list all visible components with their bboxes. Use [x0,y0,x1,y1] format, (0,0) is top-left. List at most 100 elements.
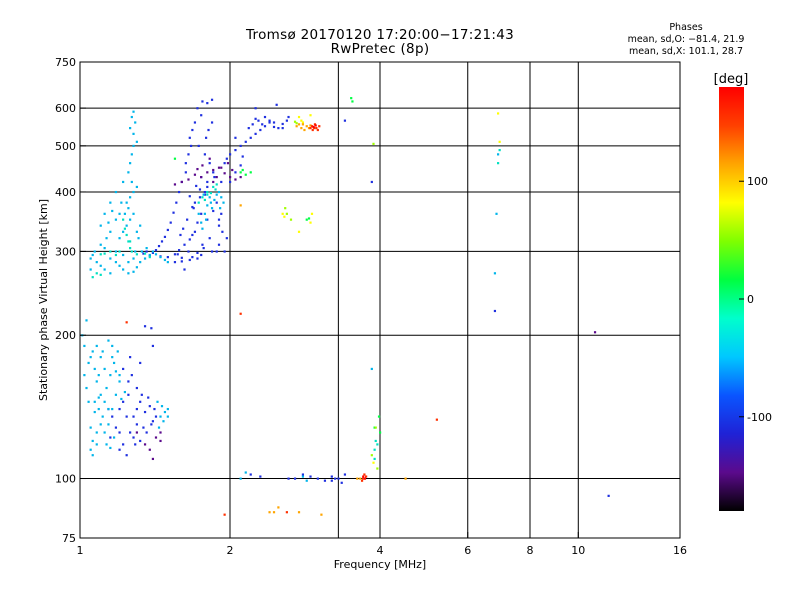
data-point [186,218,189,221]
data-point [135,140,138,143]
data-point [225,157,228,160]
data-point [493,272,497,275]
data-point [159,431,162,434]
data-point [145,431,148,434]
data-point [373,457,376,461]
data-point [143,325,147,328]
y-tick-label: 750 [55,56,76,69]
data-point [217,243,221,246]
data-point [351,100,354,103]
data-point [111,209,114,213]
x-tick-label: 4 [377,544,384,557]
data-point [212,185,215,189]
data-point [374,426,377,429]
data-point [229,175,232,179]
data-point [287,477,290,480]
data-point [183,243,186,246]
data-point [129,247,132,250]
y-tick-label: 200 [55,329,76,342]
data-point [362,477,365,480]
data-point [334,477,337,480]
data-point [129,162,132,165]
data-point [103,431,106,434]
data-point [105,386,108,390]
grid-lines [80,62,680,538]
data-point [143,443,147,446]
data-point [203,193,206,196]
data-point [210,98,214,101]
data-point [307,127,311,130]
data-point [148,256,151,259]
data-point [257,119,260,122]
x-tick-label: 1 [77,544,84,557]
data-point [310,212,314,215]
data-point [301,475,305,478]
data-point [435,418,438,421]
data-point [145,250,148,253]
data-point [309,475,312,478]
data-point [114,393,118,396]
data-point [135,266,138,269]
data-point [217,218,221,221]
data-point [343,119,347,122]
x-axis-ticks: 1 2 4 6 8 10 16 [77,532,687,557]
data-point [159,439,162,443]
data-point [359,477,362,480]
data-point [127,171,130,174]
data-point [213,175,216,179]
data-point [107,423,110,426]
data-point [134,121,137,124]
data-point [159,256,162,259]
data-point [109,446,112,450]
data-point [103,252,106,255]
data-point [200,253,203,257]
data-point [206,171,209,174]
data-point [120,201,123,204]
data-point [207,128,210,132]
data-point [143,252,147,255]
data-point [114,250,118,253]
data-point [362,475,365,478]
data-point [374,439,377,443]
data-point [130,250,133,253]
data-point [191,128,194,132]
data-point [208,237,211,240]
data-point [132,132,135,135]
data-point [323,479,327,482]
data-point [343,473,347,476]
data-point [312,125,315,129]
data-point [197,201,200,204]
data-point [91,276,94,279]
data-point [285,212,288,215]
data-point [234,148,237,152]
data-point [239,175,242,179]
data-point [99,423,102,426]
data-point [210,121,214,124]
data-point [122,268,125,271]
y-axis-label: Stationary phase Virtual Height [km] [37,199,50,401]
data-point [193,201,197,204]
data-point [93,250,96,253]
y-tick-label: 600 [55,102,76,115]
data-point [154,415,158,418]
data-point [200,175,203,179]
data-point [289,218,293,221]
data-point [132,436,135,439]
data-point [607,494,610,497]
data-point [311,128,314,132]
data-point [103,367,106,371]
data-point [200,212,203,215]
data-point [201,196,204,199]
data-point [151,251,155,255]
data-point [187,250,190,253]
data-point [166,256,169,259]
data-point [166,415,169,418]
data-point [261,123,264,126]
data-point [89,268,92,271]
data-point [101,350,104,353]
data-point [495,212,498,215]
data-point [313,123,317,126]
data-point [150,327,153,330]
data-point [127,261,130,264]
